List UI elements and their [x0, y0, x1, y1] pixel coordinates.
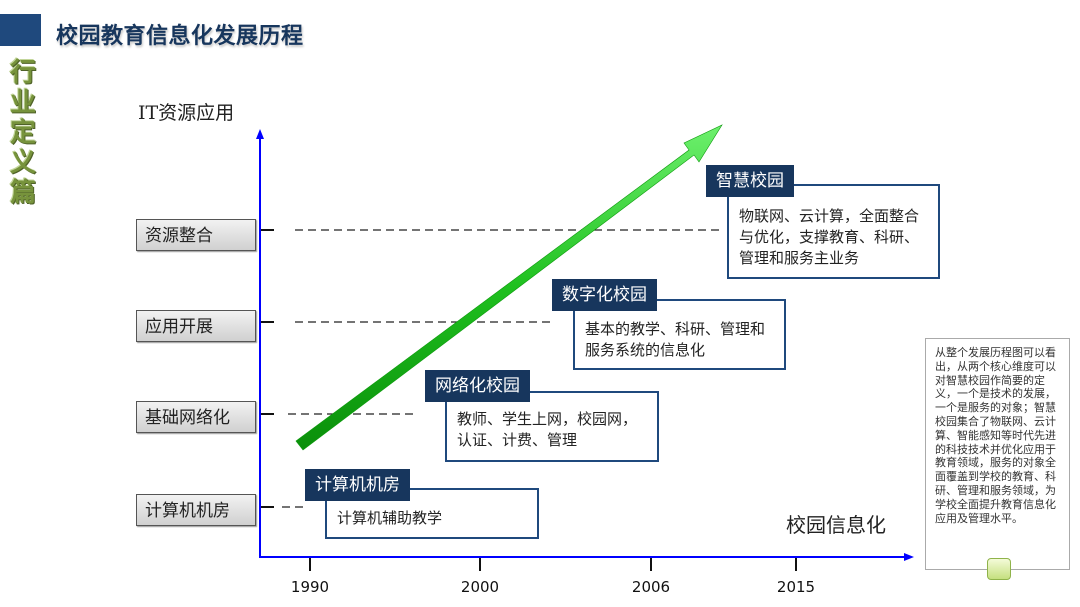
x-tick-2006: 2006 [631, 578, 671, 596]
x-axis [259, 553, 914, 561]
page-title: 校园教育信息化发展历程 [56, 24, 304, 49]
level-label-app-deployment: 应用开展 [136, 310, 256, 342]
stage-desc-smart-campus: 物联网、云计算，全面整合与优化，支撑教育、科研、管理和服务主业务 [727, 184, 940, 279]
level-label-resource-integration: 资源整合 [136, 219, 256, 251]
guide-lines [282, 229, 722, 508]
growth-arrow-icon [295, 124, 723, 451]
y-axis [256, 129, 264, 557]
level-label-computer-room: 计算机机房 [136, 494, 256, 526]
y-ticks [261, 229, 274, 508]
y-axis-title: IT资源应用 [138, 102, 235, 124]
x-tick-2000: 2000 [460, 578, 500, 596]
note-handle-button[interactable] [987, 558, 1011, 580]
summary-note: 从整个发展历程图可以看出，从两个核心维度可以对智慧校园作简要的定义，一个是技术的… [925, 338, 1070, 570]
stage-title-smart-campus: 智慧校园 [706, 165, 794, 197]
x-tick-2015: 2015 [776, 578, 816, 596]
stage-desc-networked-campus: 教师、学生上网，校园网，认证、计费、管理 [445, 391, 659, 462]
level-label-basic-network: 基础网络化 [136, 401, 256, 433]
stage-title-digital-campus: 数字化校园 [552, 279, 657, 311]
x-axis-title: 校园信息化 [786, 513, 886, 537]
stage-title-networked-campus: 网络化校园 [425, 370, 530, 402]
corner-square [0, 14, 41, 46]
section-label: 行业定义篇 [9, 58, 36, 208]
x-tick-1990: 1990 [290, 578, 330, 596]
stage-title-computer-room: 计算机机房 [305, 469, 410, 501]
x-ticks [309, 558, 797, 571]
